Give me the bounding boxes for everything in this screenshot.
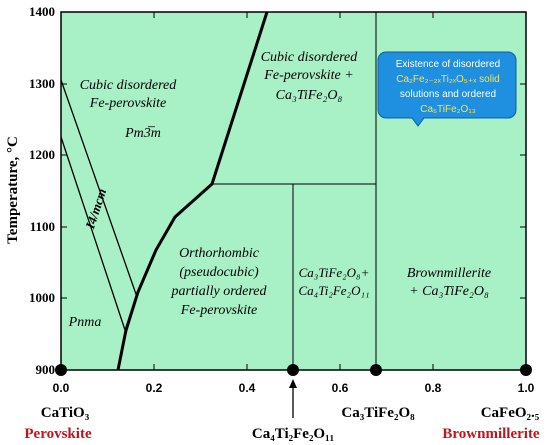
label-cubic-mid-3: Ca₃TiFe₂O₈ bbox=[276, 88, 343, 103]
label-ca4ti2fe2o11: Ca₄Ti₂Fe₂O₁₁ bbox=[252, 426, 334, 442]
boundary-i4mcm-pnma bbox=[125, 296, 138, 334]
callout-bubble: Existence of disordered Ca₂Fe₂₋₂ₓTi₂ₓO₅₊… bbox=[377, 51, 517, 127]
y-tick-900: 900 bbox=[36, 362, 56, 377]
arrow-ca4 bbox=[289, 379, 297, 418]
label-ortho-2: (pseudocubic) bbox=[179, 265, 259, 280]
marker-ca4ti2fe2o11 bbox=[287, 364, 299, 376]
x-tick-0.4: 0.4 bbox=[239, 381, 256, 395]
label-perovskite: Perovskite bbox=[24, 426, 92, 442]
y-tick-labels: 900 1000 1100 1200 1300 1400 bbox=[29, 4, 55, 377]
label-ortho-3: partially ordered bbox=[170, 284, 267, 299]
label-cubic-mid-2: Fe-perovskite + bbox=[263, 68, 353, 83]
label-mid-low-1: Ca₃TiFe₂O₈+ bbox=[299, 265, 370, 280]
callout-line-3: solutions and ordered bbox=[400, 89, 496, 100]
compound-markers bbox=[55, 364, 532, 376]
label-ca3tife2o8: Ca₃TiFe₂O₈ bbox=[341, 405, 415, 421]
label-pnma: Pnma bbox=[68, 315, 102, 330]
x-tick-labels: 0.0 0.2 0.4 0.6 0.8 1.0 bbox=[53, 381, 535, 395]
marker-cafeo25 bbox=[520, 364, 532, 376]
x-axis-ticks bbox=[153, 12, 434, 370]
label-mid-low-2: Ca₄Ti₂Fe₂O₁₁ bbox=[299, 283, 370, 298]
callout-line-4: Ca₅TiFe₂O₁₃ bbox=[420, 104, 476, 115]
y-tick-1100: 1100 bbox=[30, 219, 55, 234]
label-cubic-mid-1: Cubic disordered bbox=[261, 50, 359, 65]
y-tick-1200: 1200 bbox=[29, 147, 55, 162]
callout-line-1: Existence of disordered bbox=[396, 59, 501, 70]
x-tick-0.8: 0.8 bbox=[425, 381, 442, 395]
y-tick-1300: 1300 bbox=[29, 76, 55, 91]
x-tick-1.0: 1.0 bbox=[518, 381, 535, 395]
callout-line-2: Ca₂Fe₂₋₂ₓTi₂ₓO₅₊ₓ solid bbox=[396, 74, 500, 85]
y-tick-1400: 1400 bbox=[29, 4, 55, 19]
boundary-left-lower bbox=[60, 136, 127, 334]
x-tick-0.0: 0.0 bbox=[53, 381, 70, 395]
boundary-left-upper bbox=[60, 79, 138, 298]
marker-ca3tife2o8 bbox=[370, 364, 382, 376]
y-axis-label: Temperature, °C bbox=[5, 136, 21, 244]
marker-catio3 bbox=[55, 364, 67, 376]
label-cubic-left-2: Fe-perovskite bbox=[89, 96, 166, 111]
label-brown-1: Brownmillerite bbox=[407, 266, 491, 281]
label-brownmillerite: Brownmillerite bbox=[442, 426, 540, 442]
label-catio3: CaTiO₃ bbox=[41, 405, 90, 421]
phase-boundaries bbox=[60, 11, 377, 371]
label-ortho-4: Fe-perovskite bbox=[180, 303, 257, 318]
label-ortho-1: Orthorhombic bbox=[179, 246, 260, 261]
label-brown-2: + Ca₃TiFe₂O₈ bbox=[409, 284, 489, 299]
y-tick-1000: 1000 bbox=[29, 290, 55, 305]
x-tick-0.6: 0.6 bbox=[332, 381, 349, 395]
label-pm3m: Pm3̅m bbox=[124, 126, 161, 141]
x-tick-0.2: 0.2 bbox=[146, 381, 163, 395]
label-cubic-left-1: Cubic disordered bbox=[80, 78, 178, 93]
label-cafeo25: CaFeO₂.₅ bbox=[481, 405, 540, 421]
